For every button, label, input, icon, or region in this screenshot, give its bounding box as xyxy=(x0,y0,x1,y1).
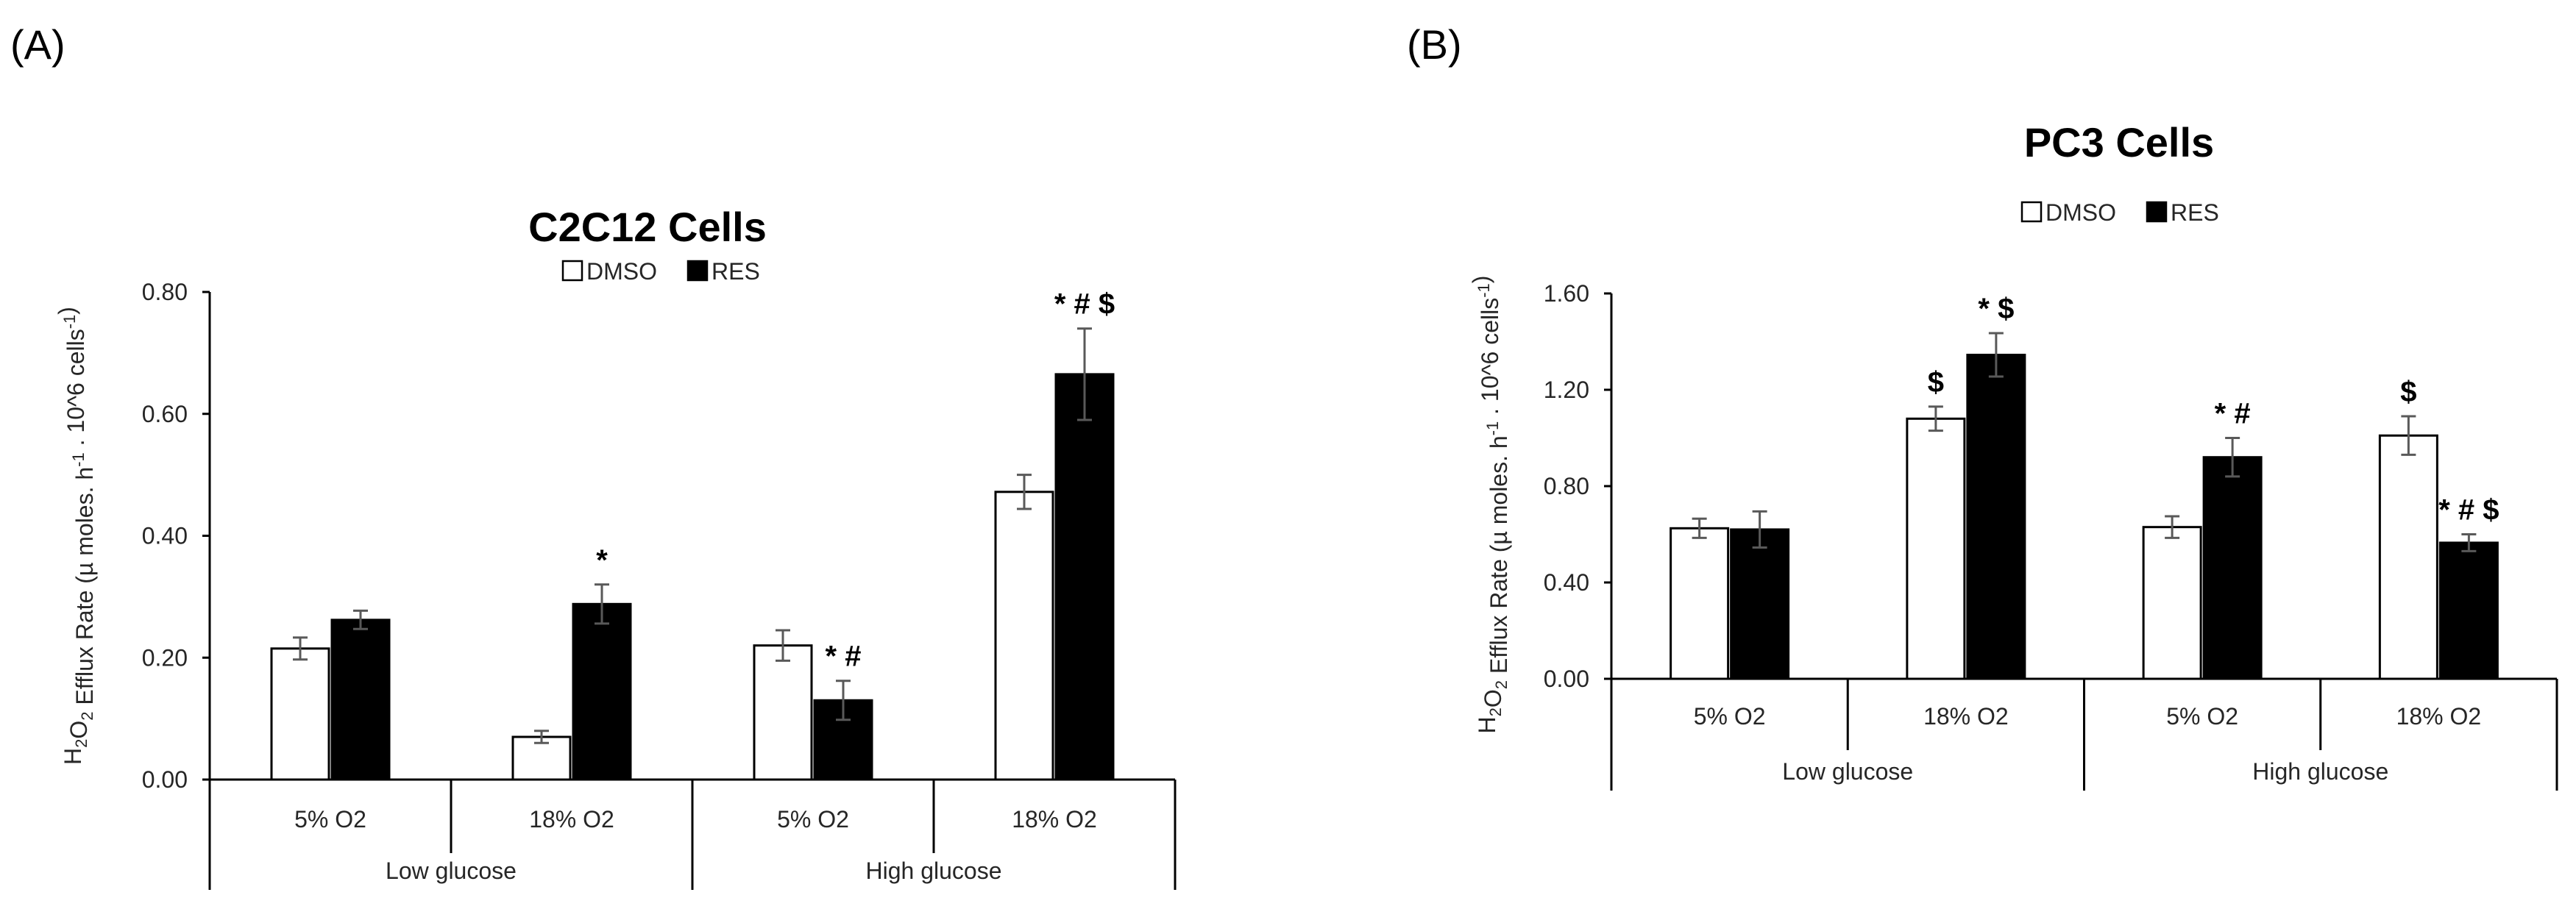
bar-res xyxy=(572,602,632,781)
chart-panel-a: (A) C2C12 Cells DMSO RES 0.00 0.20 0.40 0.60 0.8… xyxy=(10,21,1177,890)
bar-res xyxy=(2438,541,2499,680)
x-group-label: High glucose xyxy=(866,858,1002,884)
chart-title: PC3 Cells xyxy=(2024,119,2214,165)
y-tick-label: 0.60 xyxy=(142,401,188,427)
legend-swatch-dmso xyxy=(2020,201,2043,223)
error-bar xyxy=(293,636,308,661)
x-category-label: 18% O2 xyxy=(1923,703,2009,730)
error-bar xyxy=(2461,533,2477,552)
y-axis-label-part: 2 xyxy=(1492,680,1511,689)
error-bar xyxy=(2401,415,2416,456)
legend-swatch-res xyxy=(2146,201,2168,223)
y-axis-label: H2O2 Efflux Rate (µ moles. h-1 . 10^6 ce… xyxy=(1468,276,1512,734)
y-tick-label: 1.60 xyxy=(1544,280,1589,307)
bar-dmso xyxy=(1670,527,1730,680)
bar-res xyxy=(1730,528,1790,680)
bar-dmso xyxy=(270,647,330,781)
y-axis-label-part: O xyxy=(65,721,92,739)
y-tick-label: 1.20 xyxy=(1544,377,1589,403)
x-group-label: Low glucose xyxy=(386,858,517,884)
y-axis-label-part: Efflux Rate (µ moles. h xyxy=(71,467,98,712)
x-category-label: 5% O2 xyxy=(1694,703,1766,730)
y-axis-label: H2O2 Efflux Rate (µ moles. h-1 . 10^6 ce… xyxy=(54,307,98,765)
y-axis-label-part: ) xyxy=(1468,276,1494,284)
y-axis-label-part: H xyxy=(60,748,86,765)
x-category-label: 5% O2 xyxy=(777,806,849,833)
x-category-label: 5% O2 xyxy=(294,806,366,833)
y-axis-label-part: ) xyxy=(54,307,80,315)
x-group-label: High glucose xyxy=(2252,758,2388,785)
y-tick-label: 0.00 xyxy=(1544,666,1589,692)
x-category-label: 5% O2 xyxy=(2166,703,2238,730)
bar-dmso xyxy=(1906,417,1966,680)
bar-dmso xyxy=(753,644,813,781)
y-axis-label-part: -1 xyxy=(1475,283,1493,298)
panel-label: (A) xyxy=(10,21,65,68)
significance-annotation: * # xyxy=(826,641,862,673)
error-bar xyxy=(1988,332,2004,378)
legend-label-dmso: DMSO xyxy=(2045,199,2116,226)
y-axis-label-part: -1 xyxy=(1483,421,1502,436)
legend: DMSO RES xyxy=(561,258,760,285)
legend-label-dmso: DMSO xyxy=(586,258,657,285)
significance-annotation: $ xyxy=(2400,376,2416,408)
x-category-label: 18% O2 xyxy=(2396,703,2482,730)
significance-annotation: * $ xyxy=(1978,293,2014,325)
error-bar xyxy=(1752,510,1767,549)
error-bar xyxy=(534,730,549,744)
y-tick-label: 0.80 xyxy=(1544,473,1589,499)
error-bar xyxy=(776,629,790,662)
panel-label: (B) xyxy=(1407,21,1462,68)
error-bar xyxy=(595,583,609,625)
legend-label-res: RES xyxy=(712,258,760,285)
error-bar xyxy=(2225,437,2240,478)
error-bar xyxy=(2165,515,2180,539)
y-tick-label: 0.40 xyxy=(142,523,188,549)
bar-res xyxy=(1966,354,2026,680)
x-category-label: 18% O2 xyxy=(529,806,614,833)
error-bar xyxy=(353,609,368,630)
error-bar xyxy=(1077,327,1092,421)
chart-title: C2C12 Cells xyxy=(528,204,767,250)
y-axis-label-part: -1 xyxy=(60,315,79,329)
error-bar xyxy=(1928,405,1943,432)
bar-dmso xyxy=(2378,434,2438,680)
y-axis-label-part: . 10^6 cells xyxy=(1477,298,1503,421)
bar-dmso xyxy=(2142,526,2202,680)
bar-dmso xyxy=(994,491,1054,781)
significance-annotation: $ xyxy=(1928,366,1944,399)
significance-annotation: * # xyxy=(2215,398,2251,430)
bar-res xyxy=(330,619,391,781)
chart-panel-b: (B) PC3 Cells DMSO RES 0.00 0.40 0.80 1.20 1.60 5… xyxy=(1407,21,2558,791)
legend-label-res: RES xyxy=(2171,199,2219,226)
significance-annotation: * xyxy=(596,544,608,577)
y-axis-label-part: Efflux Rate (µ moles. h xyxy=(1486,435,1512,680)
significance-annotation: * # $ xyxy=(1054,288,1115,321)
legend: DMSO RES xyxy=(2020,199,2219,226)
error-bar xyxy=(1692,517,1707,539)
legend-swatch-res xyxy=(686,260,709,282)
legend-swatch-dmso xyxy=(561,260,583,282)
y-axis-label-part: . 10^6 cells xyxy=(63,329,89,452)
y-tick-label: 0.00 xyxy=(142,766,188,793)
significance-annotation: * # $ xyxy=(2438,494,2499,527)
y-tick-label: 0.80 xyxy=(142,279,188,305)
error-bar xyxy=(1017,474,1032,510)
y-axis-label-part: 2 xyxy=(72,739,91,748)
y-axis-label-part: 2 xyxy=(78,711,96,720)
x-category-label: 18% O2 xyxy=(1012,806,1097,833)
bar-res xyxy=(1054,373,1115,781)
y-axis-label-part: O xyxy=(1480,689,1506,707)
bar-res xyxy=(2202,456,2263,680)
y-axis-label-part: H xyxy=(1474,716,1500,733)
y-axis-label-part: -1 xyxy=(69,452,88,467)
error-bar xyxy=(836,680,851,721)
y-tick-label: 0.20 xyxy=(142,644,188,671)
x-group-label: Low glucose xyxy=(1782,758,1913,785)
y-tick-label: 0.40 xyxy=(1544,569,1589,596)
y-axis-label-part: 2 xyxy=(1486,707,1505,716)
